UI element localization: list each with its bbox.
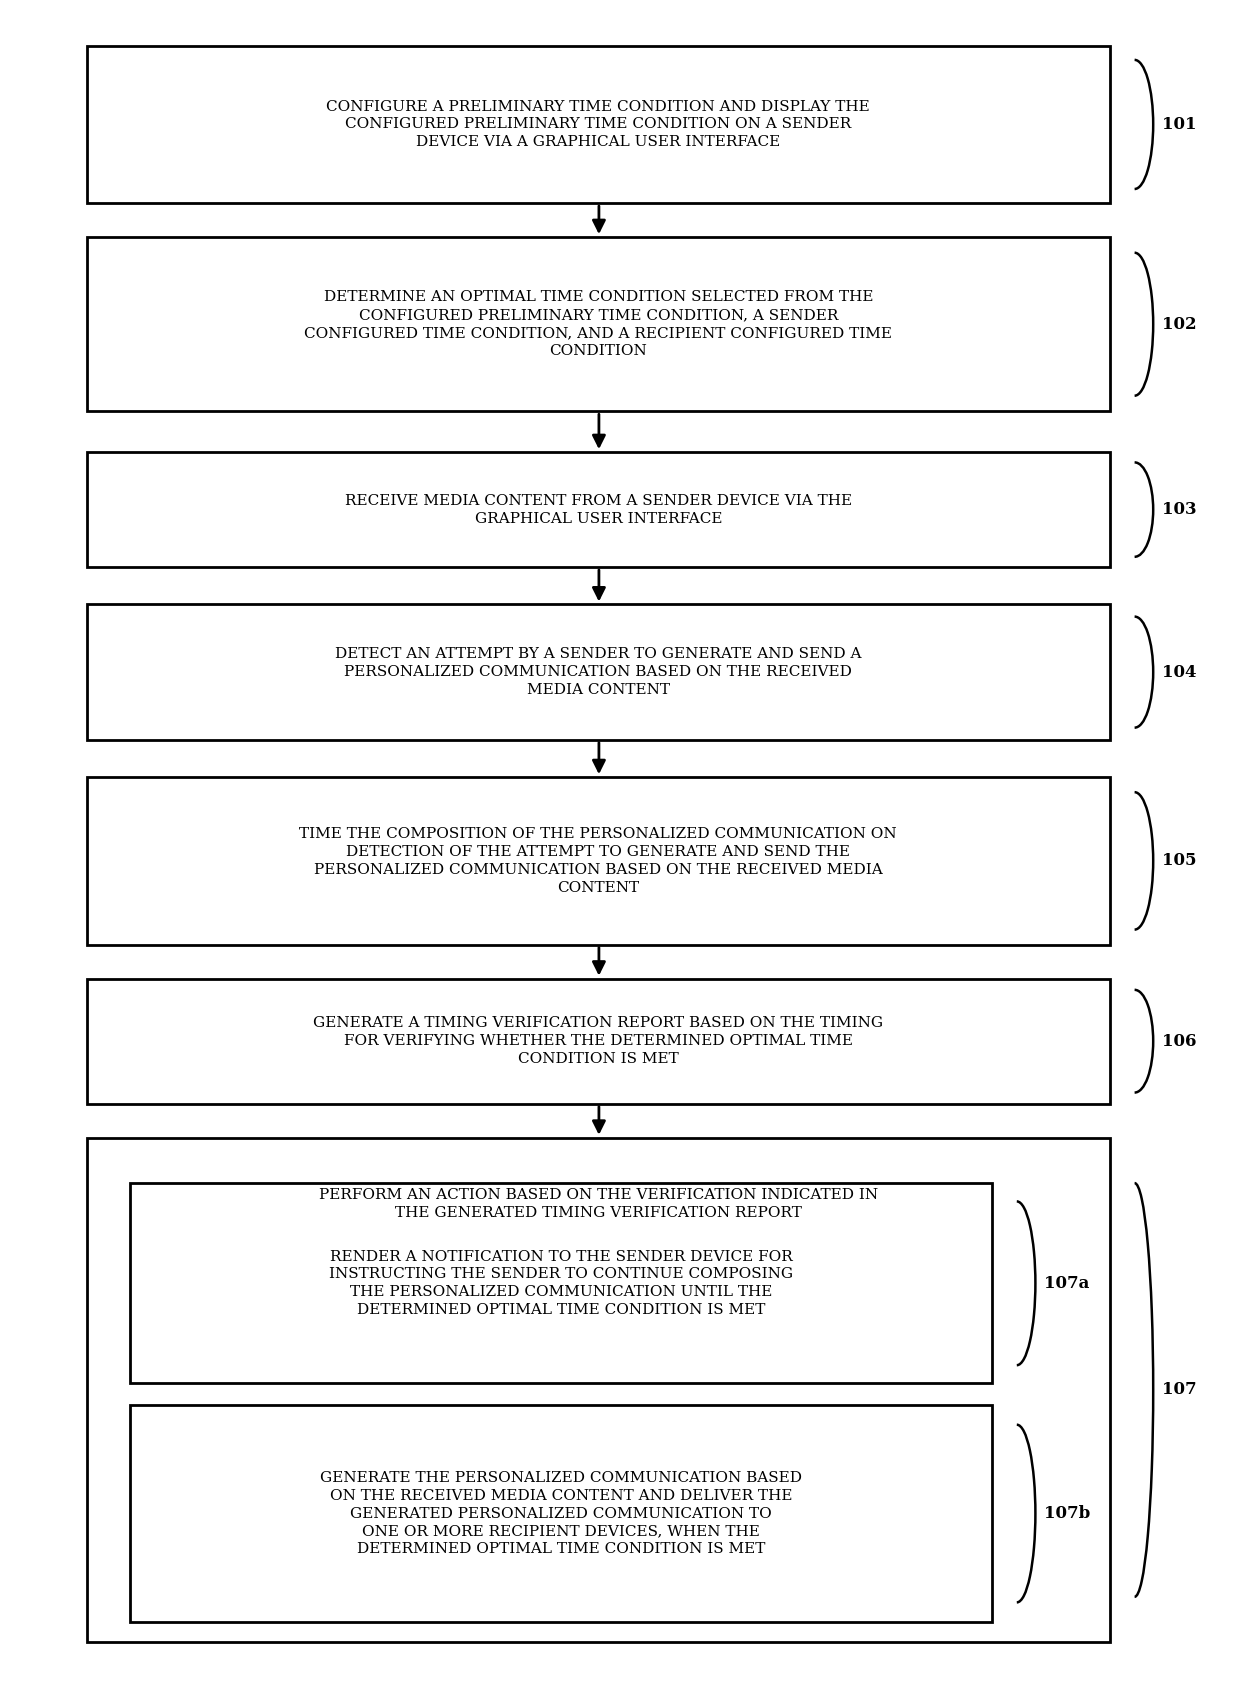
Text: DETECT AN ATTEMPT BY A SENDER TO GENERATE AND SEND A
PERSONALIZED COMMUNICATION : DETECT AN ATTEMPT BY A SENDER TO GENERAT… xyxy=(335,647,862,698)
Bar xyxy=(130,1183,992,1383)
Text: 103: 103 xyxy=(1162,501,1197,518)
Text: PERFORM AN ACTION BASED ON THE VERIFICATION INDICATED IN
THE GENERATED TIMING VE: PERFORM AN ACTION BASED ON THE VERIFICAT… xyxy=(319,1188,878,1221)
Bar xyxy=(87,452,1110,567)
Text: GENERATE A TIMING VERIFICATION REPORT BASED ON THE TIMING
FOR VERIFYING WHETHER : GENERATE A TIMING VERIFICATION REPORT BA… xyxy=(314,1016,883,1067)
Bar xyxy=(87,777,1110,945)
Text: CONFIGURE A PRELIMINARY TIME CONDITION AND DISPLAY THE
CONFIGURED PRELIMINARY TI: CONFIGURE A PRELIMINARY TIME CONDITION A… xyxy=(326,100,870,149)
Text: DETERMINE AN OPTIMAL TIME CONDITION SELECTED FROM THE
CONFIGURED PRELIMINARY TIM: DETERMINE AN OPTIMAL TIME CONDITION SELE… xyxy=(304,291,893,357)
Bar xyxy=(130,1405,992,1622)
Bar xyxy=(87,46,1110,203)
Text: RENDER A NOTIFICATION TO THE SENDER DEVICE FOR
INSTRUCTING THE SENDER TO CONTINU: RENDER A NOTIFICATION TO THE SENDER DEVI… xyxy=(329,1249,794,1317)
Bar xyxy=(87,979,1110,1104)
Text: 102: 102 xyxy=(1162,315,1197,334)
Text: GENERATE THE PERSONALIZED COMMUNICATION BASED
ON THE RECEIVED MEDIA CONTENT AND : GENERATE THE PERSONALIZED COMMUNICATION … xyxy=(320,1471,802,1556)
Text: 104: 104 xyxy=(1162,664,1197,681)
Text: 101: 101 xyxy=(1162,115,1197,134)
Text: TIME THE COMPOSITION OF THE PERSONALIZED COMMUNICATION ON
DETECTION OF THE ATTEM: TIME THE COMPOSITION OF THE PERSONALIZED… xyxy=(300,828,897,894)
Text: 107b: 107b xyxy=(1044,1505,1090,1522)
Text: 107a: 107a xyxy=(1044,1275,1090,1292)
Bar xyxy=(87,237,1110,411)
Text: RECEIVE MEDIA CONTENT FROM A SENDER DEVICE VIA THE
GRAPHICAL USER INTERFACE: RECEIVE MEDIA CONTENT FROM A SENDER DEVI… xyxy=(345,494,852,525)
Bar xyxy=(87,1138,1110,1642)
Text: 105: 105 xyxy=(1162,852,1197,870)
Text: 106: 106 xyxy=(1162,1033,1197,1050)
Bar xyxy=(87,604,1110,740)
Text: 107: 107 xyxy=(1162,1381,1197,1398)
